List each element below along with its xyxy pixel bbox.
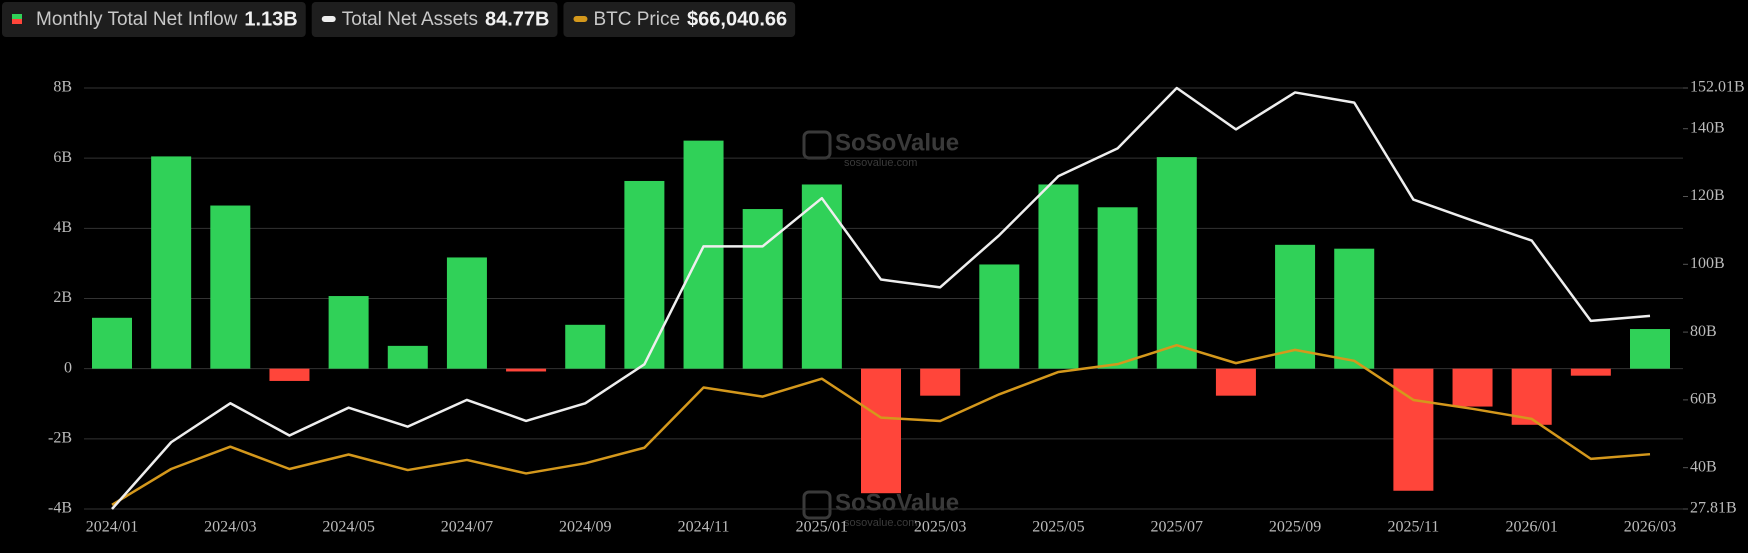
y2-tick-label: 140B: [1690, 119, 1725, 136]
legend-value: 1.13B: [244, 8, 297, 30]
bar: [387, 345, 428, 369]
legend-item: BTC Price $66,040.66: [563, 2, 796, 37]
y2-tick-label: 100B: [1690, 255, 1725, 272]
legend-swatch: [12, 14, 22, 19]
x-tick-label: 2025/11: [1387, 519, 1439, 536]
y2-tick-label: 120B: [1690, 187, 1725, 204]
legend-pill: [2, 2, 306, 37]
y-tick-label: 6B: [53, 149, 72, 166]
legend-value: 84.77B: [485, 8, 550, 30]
legend-swatch: [321, 16, 336, 22]
bar: [920, 368, 961, 396]
line: [111, 343, 1651, 506]
x-tick-label: 2024/11: [678, 519, 730, 536]
y2-tick-label: 40B: [1690, 458, 1717, 475]
bar: [1097, 207, 1138, 369]
legend-item: Total Net Assets 84.77B: [311, 2, 558, 37]
x-tick-label: 2026/01: [1505, 519, 1557, 536]
y-tick-label: 2B: [53, 289, 72, 306]
y2-tick-label: 60B: [1690, 391, 1717, 408]
watermark: SoSoValue: [835, 129, 959, 156]
bar: [1393, 368, 1434, 491]
x-tick-label: 2024/05: [322, 519, 374, 536]
y-tick-label: 8B: [53, 79, 72, 96]
x-tick-label: 2024/09: [559, 519, 611, 536]
x-tick-label: 2025/09: [1269, 519, 1321, 536]
legend-item: Monthly Total Net Inflow 1.13B: [2, 2, 306, 37]
bar: [1630, 329, 1670, 369]
y-tick-label: -4B: [48, 500, 72, 517]
bar: [151, 156, 192, 369]
y-tick-label: -2B: [48, 430, 72, 447]
legend-label: Total Net Assets: [342, 9, 478, 30]
legend-pill: [563, 2, 796, 37]
bar: [269, 368, 310, 381]
y-tick-label: 4B: [53, 219, 72, 236]
bar: [1275, 244, 1316, 369]
bar: [1038, 184, 1079, 369]
bar: [801, 184, 842, 369]
bar: [92, 317, 132, 369]
bar: [565, 324, 606, 369]
legend-pill: [311, 2, 558, 37]
line: [111, 86, 1651, 510]
x-tick-label: 2025/05: [1032, 519, 1084, 536]
bar: [1570, 368, 1611, 376]
y-tick-label: 0: [64, 359, 72, 376]
watermark-site: sosovalue.com: [844, 157, 917, 169]
y2-tick-label: 27.81B: [1690, 500, 1737, 517]
bar: [979, 264, 1020, 369]
bar: [328, 296, 369, 369]
bar: [506, 368, 547, 372]
x-tick-label: 2025/01: [796, 519, 848, 536]
watermark: SoSoValue: [835, 489, 959, 516]
x-tick-label: 2026/03: [1624, 519, 1676, 536]
y2-tick-label: 152.01B: [1690, 79, 1745, 96]
bar: [1452, 368, 1493, 407]
bar: [1334, 248, 1375, 369]
bar: [210, 205, 251, 369]
x-tick-label: 2024/01: [86, 519, 138, 536]
bar: [624, 180, 665, 369]
watermark-logo: [802, 490, 832, 520]
y2-tick-label: 80B: [1690, 323, 1717, 340]
bar: [1215, 368, 1256, 396]
watermark-site: sosovalue.com: [844, 517, 917, 529]
x-tick-label: 2024/07: [441, 519, 493, 536]
legend-swatch: [12, 19, 22, 24]
bar: [683, 140, 724, 369]
bar: [861, 368, 901, 494]
x-tick-label: 2024/03: [204, 519, 256, 536]
x-tick-label: 2025/07: [1151, 519, 1203, 536]
bar: [1156, 157, 1197, 369]
legend-swatch: [573, 16, 588, 22]
bar: [742, 209, 783, 369]
x-tick-label: 2025/03: [914, 519, 966, 536]
bar: [446, 257, 487, 369]
legend-label: BTC Price: [593, 9, 680, 30]
legend-label: Monthly Total Net Inflow: [36, 9, 238, 30]
legend: Monthly Total Net Inflow 1.13B Total Net A…: [2, 2, 796, 37]
legend-value: $66,040.66: [687, 8, 787, 30]
